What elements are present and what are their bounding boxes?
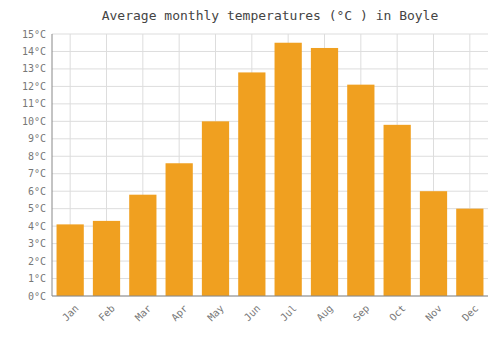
- y-tick-label: 12°C: [22, 81, 46, 92]
- y-tick-label: 10°C: [22, 116, 46, 127]
- y-grid-line: [52, 121, 488, 122]
- bar: [166, 163, 193, 296]
- x-tick-label: Oct: [387, 303, 408, 324]
- x-tick-label: Apr: [169, 303, 190, 324]
- bar: [202, 121, 229, 296]
- y-tick-label: 1°C: [28, 273, 46, 284]
- y-grid-line: [52, 103, 488, 104]
- y-tick-label: 13°C: [22, 63, 46, 74]
- x-tick-label: Dec: [460, 303, 481, 324]
- x-tick-label: Mar: [133, 303, 154, 324]
- y-grid-line: [52, 173, 488, 174]
- bar: [420, 191, 447, 296]
- y-tick-label: 15°C: [22, 29, 46, 40]
- x-tick-label: Jul: [278, 303, 299, 324]
- y-tick-label: 3°C: [28, 238, 46, 249]
- bar: [57, 224, 84, 296]
- bar: [93, 221, 120, 296]
- axes: 0°C 1°C 2°C 3°C 4°C 5°C 6°C 7°C 8°C 9°C 10°C 11°C 12…: [22, 29, 480, 324]
- x-tick-label: Jan: [60, 303, 81, 324]
- y-grid-line: [52, 156, 488, 157]
- y-grid-line: [52, 86, 488, 87]
- bar: [129, 195, 156, 296]
- x-tick-label: Aug: [314, 303, 335, 324]
- y-tick-label: 11°C: [22, 98, 46, 109]
- y-tick-label: 2°C: [28, 256, 46, 267]
- title: Average monthly temperatures (°C ) in Bo…: [102, 8, 439, 23]
- x-tick-label: Nov: [423, 303, 444, 324]
- y-tick-label: 6°C: [28, 186, 46, 197]
- bar: [456, 209, 483, 296]
- y-grid-line: [52, 68, 488, 69]
- bar: [384, 125, 411, 296]
- y-tick-label: 4°C: [28, 221, 46, 232]
- x-tick-label: Sep: [351, 303, 372, 324]
- y-axis-line: [52, 34, 53, 296]
- y-tick-label: 0°C: [28, 291, 46, 302]
- x-axis-line: [52, 296, 488, 297]
- y-grid-line: [52, 51, 488, 52]
- grid: [52, 34, 488, 296]
- y-tick-label: 5°C: [28, 203, 46, 214]
- bar: [238, 72, 265, 296]
- y-grid-line: [52, 138, 488, 139]
- y-tick-label: 7°C: [28, 168, 46, 179]
- bar: [347, 85, 374, 296]
- chart: Average monthly temperatures (°C ) in Bo…: [0, 0, 500, 350]
- x-tick-label: May: [205, 303, 226, 324]
- bar: [311, 48, 338, 296]
- y-grid-line: [52, 296, 488, 297]
- y-grid-line: [52, 34, 488, 35]
- y-tick-label: 9°C: [28, 133, 46, 144]
- x-tick-label: Jun: [242, 303, 263, 324]
- bar: [275, 43, 302, 296]
- bars: [57, 43, 484, 296]
- x-tick-label: Feb: [96, 303, 117, 324]
- y-tick-label: 14°C: [22, 46, 46, 57]
- y-tick-label: 8°C: [28, 151, 46, 162]
